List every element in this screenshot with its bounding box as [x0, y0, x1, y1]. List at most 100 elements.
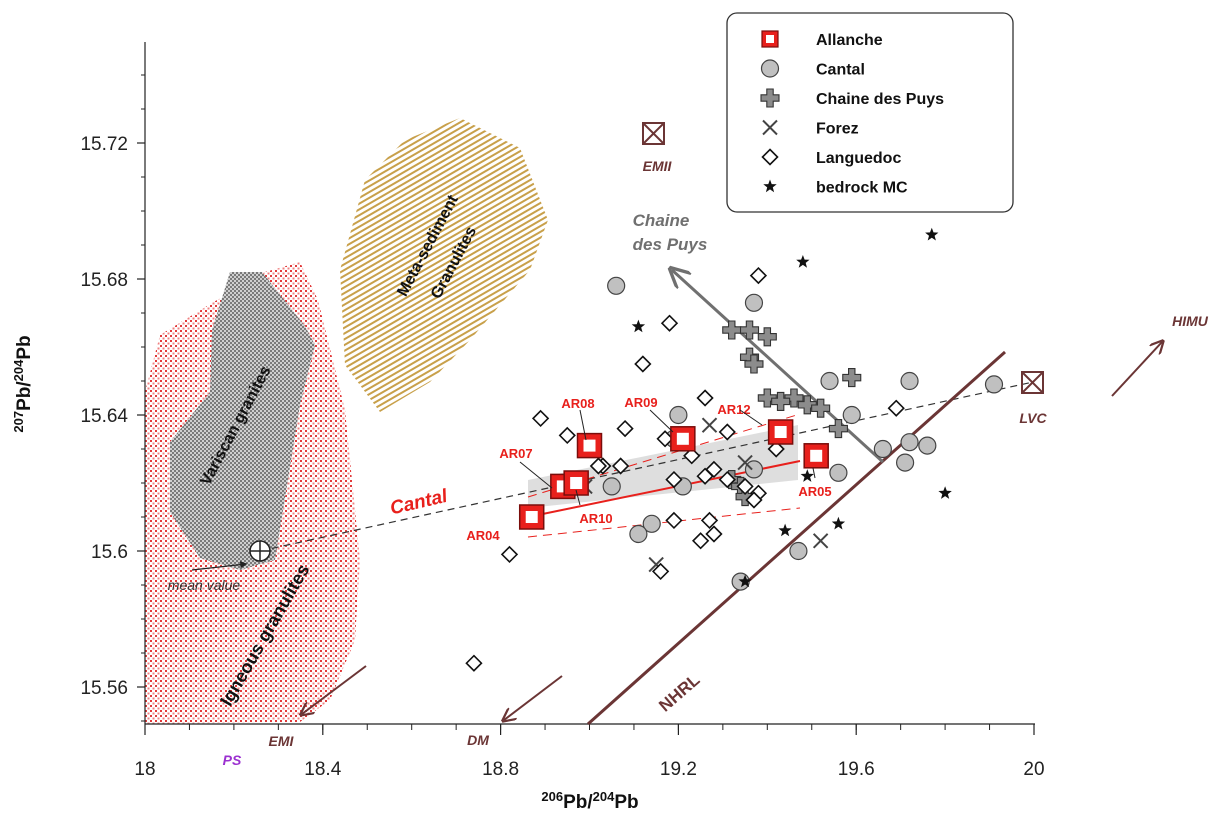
series-chaine-des-puys: [722, 320, 862, 507]
data-point: [738, 574, 752, 588]
data-point: [656, 430, 674, 448]
data-point: [820, 371, 839, 391]
legend-label: bedrock MC: [816, 180, 908, 197]
data-point: [718, 470, 736, 489]
data-point: [739, 320, 760, 340]
legend-label: Cantal: [816, 62, 865, 79]
axes: 15.56 15.6 15.64 15.68 15.72 18 18.4 18.8 19.2 1…: [80, 42, 1045, 780]
data-point: [737, 454, 753, 471]
data-point: [778, 523, 792, 537]
point-label: AR10: [579, 511, 612, 526]
y-tick-label: 15.68: [80, 270, 128, 291]
legend-marker: [763, 179, 777, 193]
data-point: [611, 457, 630, 475]
x-tick-label: 19.2: [660, 759, 697, 780]
data-point: [789, 541, 808, 561]
himu-arrow: [1111, 342, 1162, 397]
data-point: [887, 399, 905, 417]
legend-marker: [760, 88, 780, 108]
emii-label: EMII: [643, 158, 673, 174]
data-point: [744, 354, 764, 374]
data-point: [558, 426, 576, 445]
data-point: [744, 293, 764, 312]
legend-marker: [762, 119, 778, 136]
legend-label: Chaine des Puys: [816, 91, 944, 108]
data-point: [984, 375, 1004, 394]
data-point: [800, 469, 814, 482]
cantal-trend-band: [528, 425, 798, 508]
data-point: [696, 389, 714, 407]
field-variscan-granites: [170, 272, 315, 570]
x-tick-label: 18.8: [482, 759, 519, 780]
data-point: [757, 327, 777, 347]
data-point: [718, 423, 736, 441]
data-point: [589, 457, 608, 475]
data-point: [938, 486, 952, 499]
point-label: AR04: [466, 528, 500, 543]
series-bedrock-mc: [631, 227, 952, 588]
data-point: [576, 432, 603, 459]
data-point: [900, 371, 919, 391]
data-point: [842, 368, 862, 388]
legend-marker: [760, 59, 780, 78]
data-point: [873, 439, 892, 459]
x-tick-label: 19.6: [838, 759, 875, 780]
data-point: [683, 447, 701, 465]
data-point: [784, 388, 804, 408]
data-point: [803, 443, 829, 469]
dm-label: DM: [467, 732, 489, 748]
data-point: [812, 533, 829, 549]
data-point: [701, 417, 718, 433]
data-point: [691, 532, 710, 550]
field-meta-sediment-granulites: [340, 118, 548, 412]
lvc-marker: [1021, 371, 1044, 394]
data-point: [767, 419, 794, 445]
point-label: AR09: [624, 395, 657, 410]
data-point: [749, 266, 768, 285]
legend-item: Allanche: [761, 30, 883, 49]
point-label: AR07: [499, 446, 532, 461]
data-point: [796, 255, 810, 268]
legend-item: Forez: [762, 119, 859, 138]
data-point: [616, 419, 634, 438]
lvc-label: LVC: [1019, 410, 1047, 426]
legend-item: Cantal: [760, 59, 865, 79]
data-point: [811, 398, 831, 418]
emi-label: EMI: [269, 733, 295, 749]
x-tick-label: 18: [134, 759, 155, 780]
data-point: [631, 319, 646, 333]
legend-label: Languedoc: [816, 150, 901, 167]
x-axis-title: 206Pb/204Pb: [541, 789, 638, 814]
data-point: [634, 355, 652, 373]
legend-label: Forez: [816, 121, 859, 138]
y-tick-label: 15.6: [91, 542, 128, 563]
point-label: AR12: [717, 402, 750, 417]
cantal-lower-dash: [527, 507, 801, 538]
legend-marker: [761, 30, 779, 48]
mean-value-marker: [249, 540, 271, 562]
data-point: [722, 320, 742, 340]
data-point: [735, 487, 755, 507]
ps-label: PS: [223, 752, 242, 768]
y-tick-label: 15.56: [80, 678, 128, 699]
allanche-labels: AR04 AR07 AR10 AR08 AR09 AR12 AR05: [466, 395, 831, 543]
data-point: [669, 405, 688, 425]
data-point: [767, 440, 785, 458]
nhrl-label: NHRL: [655, 670, 703, 715]
mean-value-label: mean value: [168, 577, 241, 593]
y-axis-title: 207Pb/204Pb: [11, 335, 36, 432]
data-point: [665, 470, 683, 489]
data-point: [831, 516, 846, 530]
emii-marker: [642, 122, 665, 145]
data-point: [745, 491, 763, 509]
data-point: [829, 463, 848, 482]
data-point: [602, 477, 621, 496]
data-point: [700, 511, 719, 530]
emi-arrow: [302, 665, 367, 714]
data-point: [757, 388, 777, 408]
data-point: [736, 477, 754, 496]
chaine-des-puys-label-2: des Puys: [633, 235, 708, 254]
series-languedoc: [465, 266, 905, 672]
mean-value-pointer: [191, 561, 248, 571]
